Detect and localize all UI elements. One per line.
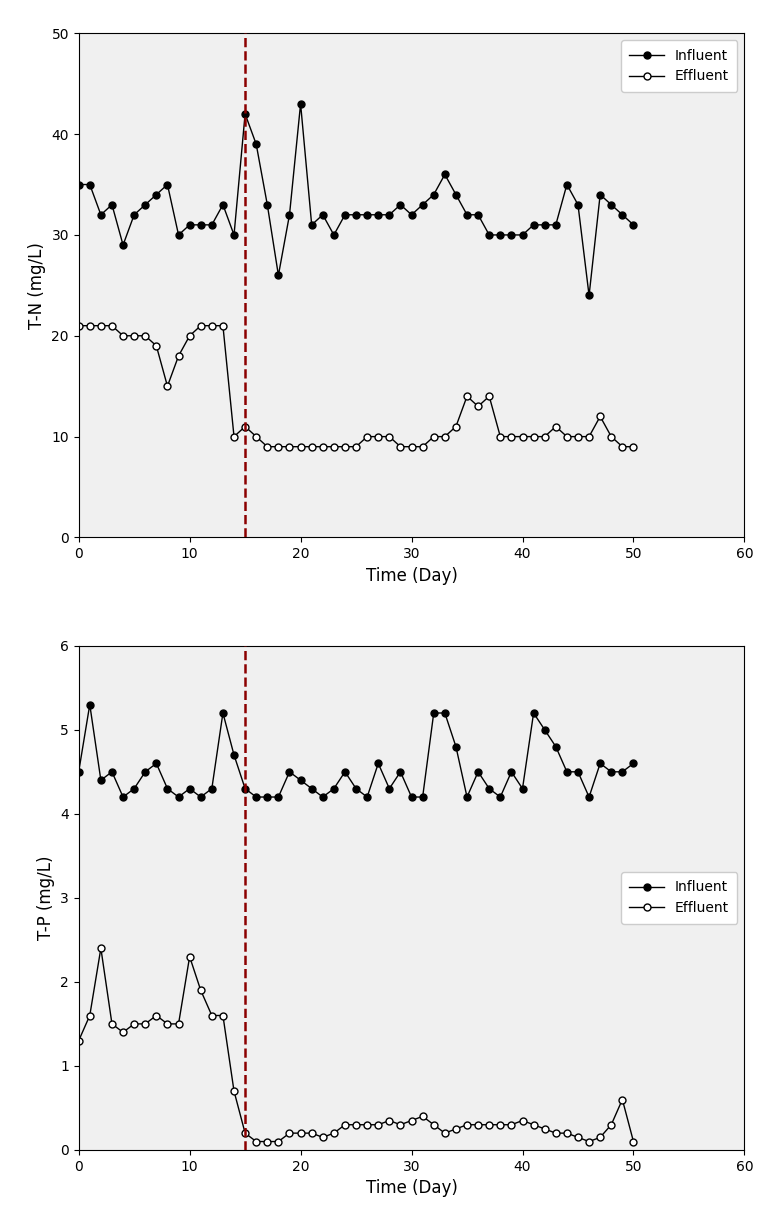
Influent — [296, 97, 305, 111]
Effluent — [618, 1093, 627, 1107]
Legend: Influent, Effluent: Influent, Effluent — [621, 40, 737, 92]
X-axis label: Time (Day): Time (Day) — [366, 1180, 458, 1197]
Effluent — [74, 318, 84, 333]
Effluent — [196, 318, 205, 333]
Influent — [496, 790, 505, 805]
Influent — [618, 764, 627, 779]
Effluent — [484, 388, 494, 403]
Effluent — [273, 1134, 283, 1149]
Effluent — [262, 440, 272, 454]
Effluent — [629, 1134, 638, 1149]
Y-axis label: T-P (mg/L): T-P (mg/L) — [37, 855, 55, 940]
Effluent — [74, 1034, 84, 1049]
Line: Influent: Influent — [75, 701, 637, 800]
Effluent — [251, 429, 261, 443]
Influent — [273, 790, 283, 805]
Legend: Influent, Effluent: Influent, Effluent — [621, 872, 737, 924]
Effluent — [96, 941, 105, 956]
Effluent — [241, 419, 250, 434]
Influent — [618, 207, 627, 222]
Influent — [629, 218, 638, 233]
Influent — [218, 706, 227, 720]
X-axis label: Time (Day): Time (Day) — [366, 567, 458, 584]
Influent — [484, 228, 494, 243]
Effluent — [262, 1134, 272, 1149]
Effluent — [629, 440, 638, 454]
Influent — [74, 178, 84, 192]
Effluent — [618, 440, 627, 454]
Y-axis label: T-N (mg/L): T-N (mg/L) — [28, 241, 46, 328]
Influent — [119, 790, 128, 805]
Influent — [196, 218, 205, 233]
Effluent — [496, 1117, 505, 1132]
Effluent — [462, 1117, 472, 1132]
Influent — [584, 288, 594, 303]
Influent — [629, 756, 638, 771]
Influent — [451, 187, 461, 202]
Influent — [462, 790, 472, 805]
Line: Effluent: Effluent — [75, 322, 637, 450]
Line: Influent: Influent — [75, 100, 637, 299]
Influent — [251, 137, 261, 152]
Effluent — [207, 1008, 216, 1023]
Line: Effluent: Effluent — [75, 944, 637, 1145]
Influent — [74, 764, 84, 779]
Influent — [262, 790, 272, 805]
Effluent — [451, 419, 461, 434]
Influent — [85, 697, 95, 712]
Influent — [241, 107, 250, 121]
Effluent — [251, 1134, 261, 1149]
